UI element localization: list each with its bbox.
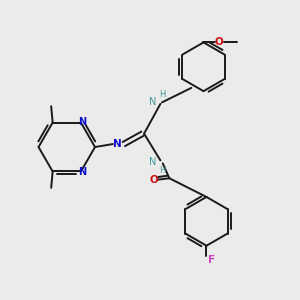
Text: N: N xyxy=(78,167,86,177)
Text: N: N xyxy=(78,117,86,127)
Text: O: O xyxy=(214,38,223,47)
Text: N: N xyxy=(113,139,122,149)
Text: H: H xyxy=(159,90,165,99)
Text: N: N xyxy=(148,98,156,107)
Text: O: O xyxy=(149,175,158,185)
Text: F: F xyxy=(208,255,215,265)
Text: H: H xyxy=(159,166,165,175)
Text: N: N xyxy=(148,157,156,167)
